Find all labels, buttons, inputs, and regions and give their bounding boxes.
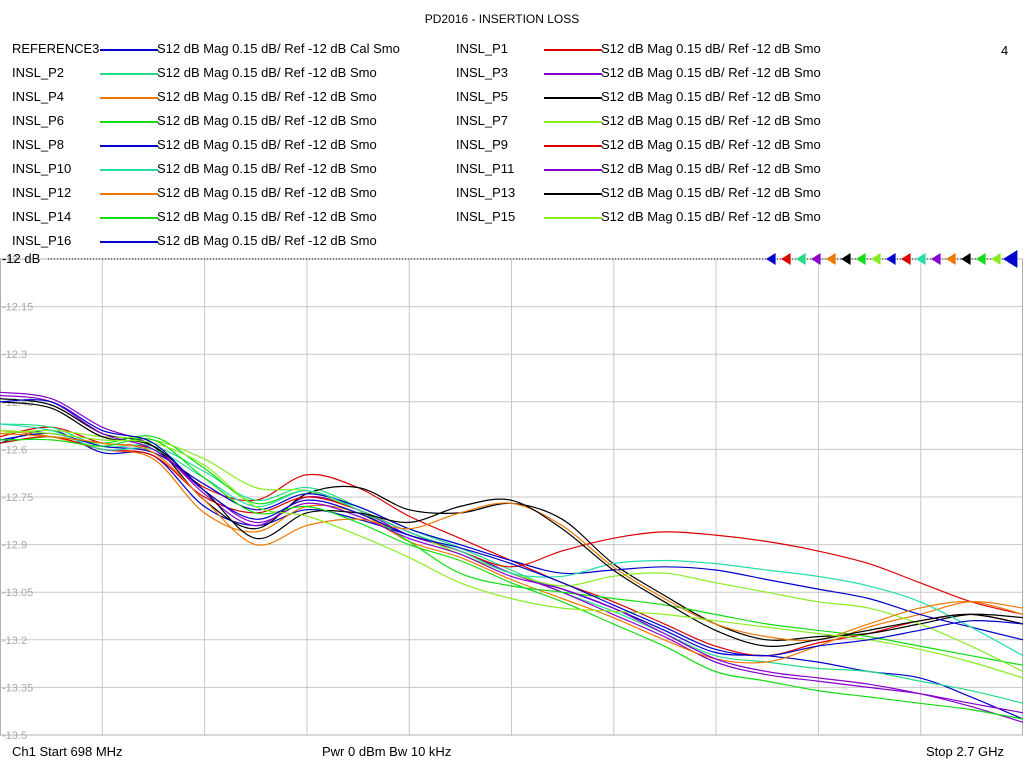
legend-trace-settings: S12 dB Mag 0.15 dB/ Ref -12 dB Smo xyxy=(601,209,821,224)
trace-line xyxy=(0,429,1024,664)
trace-line xyxy=(0,423,1024,704)
y-tick-label: -13.5 xyxy=(2,730,27,742)
legend-trace-name: INSL_P16 xyxy=(12,233,72,248)
legend-trace-settings: S12 dB Mag 0.15 dB/ Ref -12 dB Smo xyxy=(157,185,377,200)
legend-trace-name: INSL_P11 xyxy=(456,161,515,176)
y-tick-label: -12.6 xyxy=(2,444,27,456)
legend-trace-name: INSL_P12 xyxy=(12,185,72,200)
legend-trace-name: INSL_P5 xyxy=(456,89,509,104)
trace-line xyxy=(0,401,1024,647)
legend-trace-name: INSL_P6 xyxy=(12,113,65,128)
reference-marker xyxy=(856,253,866,265)
reference-marker xyxy=(781,253,791,265)
plot-border xyxy=(0,258,1023,736)
y-tick-label: -12.9 xyxy=(2,540,27,552)
reference-marker xyxy=(976,253,986,265)
legend-swatch xyxy=(544,217,602,219)
reference-marker xyxy=(961,253,971,265)
legend-trace-name: INSL_P2 xyxy=(12,65,65,80)
reference-marker xyxy=(991,253,1001,265)
reference-marker xyxy=(886,253,896,265)
legend-trace-settings: S12 dB Mag 0.15 dB/ Ref -12 dB Smo xyxy=(601,41,821,56)
legend-swatch xyxy=(544,193,602,195)
legend-swatch xyxy=(100,49,158,51)
legend-trace-name: INSL_P13 xyxy=(456,185,516,200)
reference-marker xyxy=(1003,250,1018,268)
legend-trace-settings: S12 dB Mag 0.15 dB/ Ref -12 dB Smo xyxy=(157,161,377,176)
legend-swatch xyxy=(100,121,158,123)
legend-swatch xyxy=(544,49,602,51)
legend-trace-settings: S12 dB Mag 0.15 dB/ Ref -12 dB Smo xyxy=(157,137,377,152)
trace-line xyxy=(0,399,1024,657)
y-tick-label: -12.15 xyxy=(2,302,33,314)
legend-trace-settings: S12 dB Mag 0.15 dB/ Ref -12 dB Smo xyxy=(157,113,377,128)
legend-trace-settings: S12 dB Mag 0.15 dB/ Ref -12 dB Smo xyxy=(601,65,821,80)
legend-swatch xyxy=(100,241,158,243)
legend-trace-settings: S12 dB Mag 0.15 dB/ Ref -12 dB Smo xyxy=(157,209,377,224)
legend-trace-name: INSL_P14 xyxy=(12,209,72,224)
reference-marker xyxy=(826,253,836,265)
legend-trace-settings: S12 dB Mag 0.15 dB/ Ref -12 dB Smo xyxy=(601,137,821,152)
reference-marker xyxy=(916,253,926,265)
legend-trace-settings: S12 dB Mag 0.15 dB/ Ref -12 dB Smo xyxy=(601,185,821,200)
reference-marker xyxy=(841,253,851,265)
legend-swatch xyxy=(544,97,602,99)
y-tick-label: -12 xyxy=(2,254,18,266)
legend-trace-name: INSL_P15 xyxy=(456,209,516,224)
legend-trace-name: INSL_P1 xyxy=(456,41,509,56)
reference-marker xyxy=(811,253,821,265)
legend-swatch xyxy=(100,73,158,75)
reference-marker xyxy=(946,253,956,265)
legend-trace-name: INSL_P7 xyxy=(456,113,509,128)
channel-number: 4 xyxy=(1001,43,1009,58)
trace-line xyxy=(0,435,1024,666)
legend-swatch xyxy=(100,193,158,195)
legend-trace-name: INSL_P3 xyxy=(456,65,509,80)
legend-trace-name: REFERENCE3 xyxy=(12,41,100,56)
chart-title: PD2016 - INSERTION LOSS xyxy=(424,12,580,26)
trace-line xyxy=(0,429,1024,679)
legend-swatch xyxy=(100,145,158,147)
reference-marker xyxy=(796,253,806,265)
legend-trace-name: INSL_P9 xyxy=(456,137,509,152)
footer-start-freq: Ch1 Start 698 MHz xyxy=(12,744,123,759)
trace-line xyxy=(0,436,1024,615)
legend-swatch xyxy=(100,169,158,171)
y-tick-label: -13.2 xyxy=(2,635,27,647)
legend-trace-settings: S12 dB Mag 0.15 dB/ Ref -12 dB Smo xyxy=(157,233,377,248)
legend-swatch xyxy=(544,73,602,75)
legend-trace-name: INSL_P10 xyxy=(12,161,72,176)
legend-swatch xyxy=(544,121,602,123)
y-tick-label: -12.75 xyxy=(2,492,33,504)
legend-trace-name: INSL_P8 xyxy=(12,137,65,152)
reference-marker xyxy=(901,253,911,265)
footer-stop-freq: Stop 2.7 GHz xyxy=(926,744,1005,759)
legend-swatch xyxy=(100,97,158,99)
y-tick-label: -12.3 xyxy=(2,349,27,361)
reference-marker xyxy=(766,253,776,265)
legend-trace-settings: S12 dB Mag 0.15 dB/ Ref -12 dB Smo xyxy=(601,161,821,176)
legend-trace-settings: S12 dB Mag 0.15 dB/ Ref -12 dB Smo xyxy=(601,89,821,104)
y-tick-label: -13.35 xyxy=(2,682,33,694)
trace-line xyxy=(0,394,1024,723)
reference-level-label: -12 dB xyxy=(2,251,41,266)
footer-power-bandwidth: Pwr 0 dBm Bw 10 kHz xyxy=(322,744,452,759)
legend-swatch xyxy=(544,169,602,171)
legend-trace-name: INSL_P4 xyxy=(12,89,65,104)
reference-marker xyxy=(931,253,941,265)
legend-swatch xyxy=(544,145,602,147)
legend-trace-settings: S12 dB Mag 0.15 dB/ Ref -12 dB Smo xyxy=(157,65,377,80)
legend-trace-settings: S12 dB Mag 0.15 dB/ Ref -12 dB Smo xyxy=(157,89,377,104)
legend-swatch xyxy=(100,217,158,219)
legend-trace-settings: S12 dB Mag 0.15 dB/ Ref -12 dB Smo xyxy=(601,113,821,128)
y-tick-label: -13.05 xyxy=(2,587,33,599)
trace-line xyxy=(0,432,1024,642)
legend-trace-settings: S12 dB Mag 0.15 dB/ Ref -12 dB Cal Smo xyxy=(157,41,400,56)
reference-marker xyxy=(871,253,881,265)
